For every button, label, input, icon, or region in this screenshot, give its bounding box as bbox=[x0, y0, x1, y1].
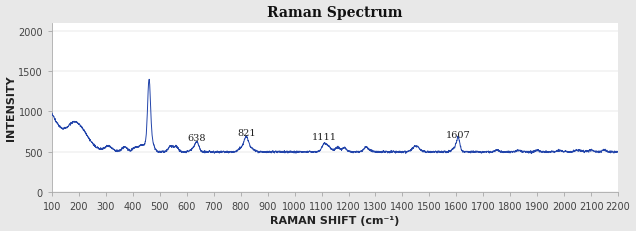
X-axis label: RAMAN SHIFT (cm⁻¹): RAMAN SHIFT (cm⁻¹) bbox=[270, 216, 399, 225]
Text: 821: 821 bbox=[237, 129, 256, 138]
Text: 638: 638 bbox=[188, 134, 206, 143]
Text: 1607: 1607 bbox=[446, 130, 471, 139]
Y-axis label: INTENSITY: INTENSITY bbox=[6, 75, 15, 141]
Text: 1111: 1111 bbox=[312, 133, 337, 142]
Title: Raman Spectrum: Raman Spectrum bbox=[267, 6, 403, 19]
